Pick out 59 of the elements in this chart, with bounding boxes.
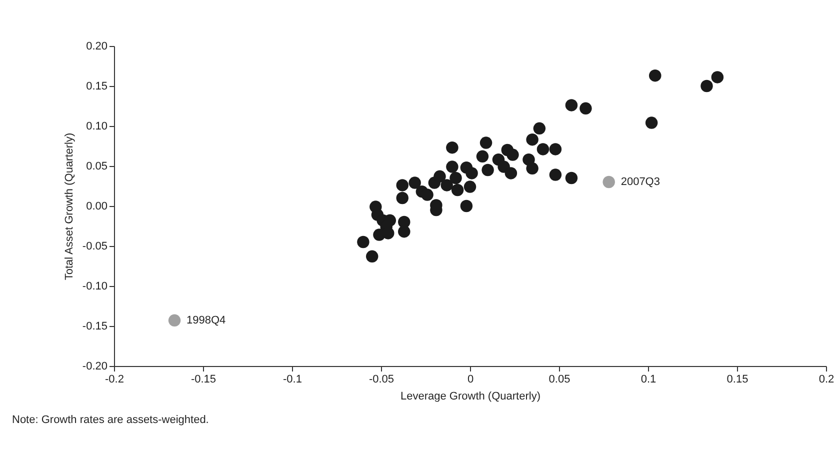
point (446, 141, 458, 154)
point (450, 172, 462, 184)
point (476, 150, 489, 163)
y-tick-label: 0.15 (86, 80, 108, 92)
x-tick-label: 0.15 (726, 374, 748, 386)
y-tick-label: 0.10 (86, 120, 108, 132)
annotation: 1998Q4 (186, 314, 226, 326)
y-tick-label: -0.15 (82, 320, 108, 332)
y-tick-label: 0.05 (86, 160, 108, 172)
point (711, 71, 724, 84)
point (482, 164, 494, 176)
point (408, 176, 421, 189)
point (446, 160, 458, 173)
point (536, 143, 550, 156)
point (549, 143, 562, 156)
point (357, 236, 370, 248)
point (602, 176, 615, 188)
point (440, 179, 453, 192)
x-axis-title: Leverage Growth (Quarterly) (400, 390, 540, 402)
point (451, 184, 464, 196)
point (396, 179, 408, 192)
point (526, 162, 538, 175)
x-tick-label: -0.15 (190, 374, 216, 386)
point (466, 167, 478, 180)
x-tick-label: 0.05 (548, 374, 570, 386)
point (549, 168, 562, 181)
x-tick-label: 0 (467, 374, 474, 386)
point (565, 99, 578, 112)
point (398, 225, 410, 238)
point (580, 102, 592, 115)
y-tick-label: 0.00 (86, 200, 108, 212)
point (396, 192, 408, 204)
point (464, 180, 476, 193)
y-tick-label: -0.20 (82, 360, 108, 372)
point (460, 200, 473, 212)
x-tick-label: 0.2 (818, 374, 834, 386)
y-tick-label: -0.10 (82, 280, 108, 292)
point (506, 148, 519, 161)
x-tick-label: -0.05 (368, 374, 394, 386)
point (434, 170, 446, 183)
x-tick-label: 0.1 (640, 374, 656, 386)
point (648, 69, 662, 82)
y-tick-label: 0.20 (86, 40, 108, 52)
point (480, 136, 492, 149)
annotation: 2007Q3 (620, 176, 660, 188)
point (526, 133, 538, 146)
text: Note: Growth rates are assets-weighted. (12, 414, 209, 426)
y-axis-title: Total Asset Growth (Quarterly) (63, 132, 76, 280)
x-tick-label: -0.1 (283, 374, 302, 386)
point (366, 250, 378, 263)
point (504, 167, 518, 180)
x-tick-label: -0.2 (105, 374, 124, 386)
point (700, 80, 713, 92)
y-tick-label: -0.05 (82, 240, 108, 252)
point (533, 122, 546, 135)
point (565, 172, 578, 184)
point (645, 116, 658, 129)
point (168, 314, 181, 327)
point (421, 188, 434, 201)
